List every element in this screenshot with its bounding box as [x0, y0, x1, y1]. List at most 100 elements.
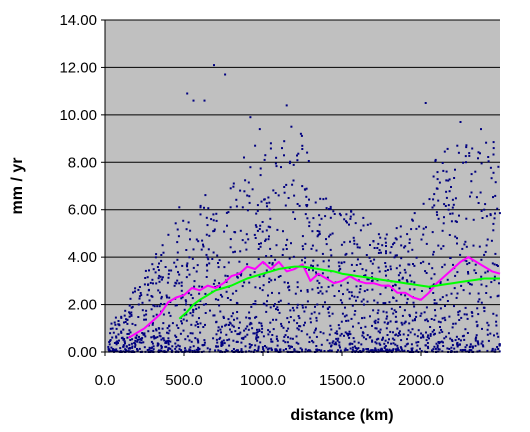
scatter-point	[345, 319, 348, 322]
scatter-point	[196, 264, 199, 267]
scatter-point	[386, 315, 389, 318]
scatter-point	[393, 256, 396, 259]
scatter-point	[337, 349, 339, 352]
scatter-point	[232, 182, 235, 185]
scatter-point	[315, 348, 318, 351]
scatter-point	[477, 202, 480, 204]
scatter-point	[184, 299, 187, 302]
scatter-point	[137, 316, 140, 318]
scatter-point	[432, 283, 435, 286]
scatter-point	[253, 271, 256, 274]
scatter-point	[301, 245, 304, 248]
scatter-point	[146, 293, 149, 296]
scatter-point	[433, 302, 436, 305]
trend-line	[178, 265, 500, 320]
scatter-point	[420, 238, 423, 241]
scatter-point	[255, 225, 258, 228]
scatter-point	[126, 318, 129, 321]
y-axis-title: mm / yr	[9, 158, 26, 215]
scatter-point	[128, 329, 131, 332]
scatter-point	[301, 259, 303, 262]
scatter-point	[376, 279, 379, 282]
scatter-point	[178, 206, 181, 209]
scatter-point	[158, 305, 161, 308]
scatter-point	[365, 269, 368, 272]
scatter-point	[123, 340, 126, 343]
scatter-point	[486, 321, 489, 324]
scatter-point	[163, 339, 166, 342]
scatter-point	[225, 211, 228, 214]
scatter-point	[268, 347, 271, 350]
scatter-point	[167, 349, 169, 352]
scatter-point	[148, 346, 151, 349]
scatter-point	[493, 275, 496, 278]
scatter-point	[438, 342, 441, 345]
scatter-point	[113, 321, 116, 324]
scatter-point	[288, 289, 291, 292]
scatter-point	[289, 337, 292, 340]
scatter-point	[428, 337, 430, 340]
scatter-point	[491, 262, 494, 265]
scatter-point	[193, 349, 196, 352]
scatter-point	[267, 238, 270, 241]
scatter-point	[120, 337, 123, 340]
scatter-point	[266, 348, 269, 351]
scatter-point	[411, 218, 414, 221]
scatter-point	[140, 294, 143, 297]
scatter-point	[160, 349, 163, 352]
scatter-point	[377, 309, 380, 312]
scatter-point	[477, 343, 480, 346]
scatter-point	[375, 327, 378, 330]
scatter-point	[347, 332, 350, 335]
scatter-point	[244, 327, 247, 330]
scatter-point	[294, 292, 297, 295]
scatter-point	[311, 244, 314, 247]
scatter-point	[306, 151, 309, 154]
scatter-point	[208, 262, 211, 265]
scatter-point	[470, 283, 473, 286]
scatter-point	[374, 322, 377, 325]
scatter-point	[139, 292, 142, 294]
scatter-point	[452, 322, 455, 325]
scatter-point	[415, 341, 418, 344]
scatter-point	[431, 330, 434, 333]
scatter-point	[161, 327, 164, 330]
scatter-point	[469, 343, 472, 346]
scatter-point	[360, 326, 363, 329]
scatter-point	[312, 259, 315, 262]
scatter-point	[360, 343, 363, 346]
scatter-point	[153, 335, 155, 338]
scatter-point	[136, 348, 138, 350]
scatter-point	[284, 341, 287, 344]
scatter-point	[244, 335, 247, 338]
scatter-point	[487, 324, 490, 327]
scatter-point	[444, 205, 447, 207]
scatter-point	[443, 316, 446, 319]
scatter-point	[131, 305, 134, 308]
scatter-point	[433, 299, 436, 301]
scatter-point	[213, 228, 216, 231]
scatter-point	[152, 304, 155, 307]
scatter-point	[270, 347, 273, 350]
scatter-point	[192, 266, 195, 269]
scatter-point	[316, 264, 319, 267]
scatter-point	[353, 239, 356, 242]
scatter-point	[413, 305, 416, 308]
scatter-point	[439, 281, 442, 283]
scatter-point	[373, 299, 376, 302]
scatter-point	[337, 324, 340, 327]
scatter-point	[169, 340, 172, 343]
scatter-point	[477, 292, 480, 295]
scatter-point	[451, 198, 454, 201]
scatter-point	[265, 229, 268, 232]
scatter-point	[111, 348, 114, 350]
scatter-point	[160, 338, 163, 341]
scatter-point	[168, 311, 171, 314]
scatter-point	[347, 334, 350, 337]
scatter-point	[454, 197, 457, 200]
scatter-point	[495, 320, 498, 323]
scatter-point	[185, 313, 188, 316]
scatter-point	[203, 206, 205, 209]
scatter-point	[221, 340, 224, 343]
scatter-point	[143, 346, 146, 349]
